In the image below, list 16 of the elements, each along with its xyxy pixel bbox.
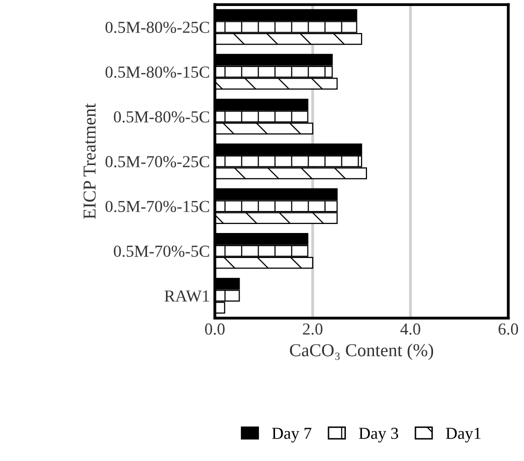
x-tick-label: 0.0 [205,323,225,335]
x-tick-label: 4.0 [400,323,420,335]
x-tick-label: 6.0 [498,323,518,335]
legend-label: Day 3 [358,428,398,442]
x-axis-title: CaCO₃ Content (%) [290,344,434,360]
y-tick-label: RAW1 [164,290,209,302]
y-tick-label: 0.5M-80%-25C [106,22,210,34]
x-tick-label: 2.0 [302,323,322,335]
y-axis-title: EICP Treatment [84,103,96,219]
legend-label: Day1 [446,428,481,442]
y-tick-label: 0.5M-70%-5C [114,246,210,257]
y-tick-label: 0.5M-70%-25C [106,156,210,168]
y-tick-label: 0.5M-80%-15C [106,66,210,78]
legend-label: Day 7 [272,428,312,442]
y-tick-label: 0.5M-70%-15C [106,200,210,212]
y-tick-label: 0.5M-80%-5C [114,111,210,123]
